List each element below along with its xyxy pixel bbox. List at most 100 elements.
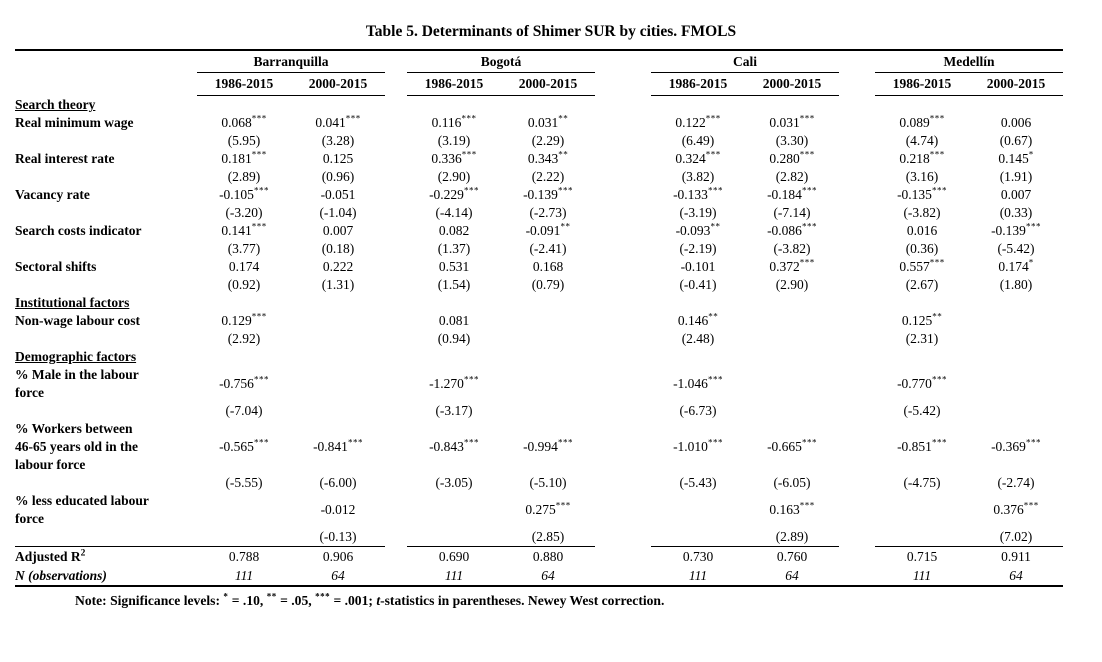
gap-cell: [839, 186, 875, 204]
significance-star: ***: [463, 374, 479, 385]
significance-star: ***: [461, 150, 477, 160]
significance-star: ***: [929, 150, 945, 160]
significance-star: ***: [931, 437, 947, 448]
coefficient-cell: -0.369***: [991, 437, 1041, 454]
coefficient-cell: -0.105***: [219, 186, 269, 202]
coefficient-cell: -0.051: [320, 187, 356, 202]
variable-label-spacer: [15, 528, 197, 547]
gap-cell: [385, 528, 407, 547]
city-header: Medellín: [875, 50, 1063, 73]
section-header-row: Demographic factors: [15, 348, 1063, 366]
coefficient-cell: -0.135***: [897, 186, 947, 202]
gap-cell: [839, 420, 875, 474]
gap-cell: [385, 150, 407, 168]
gap-cell: [839, 276, 875, 294]
tstat-cell: [651, 528, 745, 547]
tstat-cell: (-6.00): [319, 475, 357, 490]
city-header: Bogotá: [407, 50, 595, 73]
tstat-row: (-3.20) (-1.04) (-4.14) (-2.73) (-3.19) (-7.1…: [15, 204, 1063, 222]
coefficient-cell: -0.101: [680, 259, 716, 274]
significance-star: ***: [929, 114, 945, 124]
coefficient-cell: -1.270***: [429, 374, 479, 391]
gap-cell: [595, 528, 651, 547]
tstat-cell: (0.18): [321, 241, 355, 256]
footer-row: Adjusted R2 0.788 0.906 0.690 0.880 0.730 0.76…: [15, 546, 1063, 567]
coefficient-row: % Male in the labour force -0.756*** -1.270…: [15, 366, 1063, 402]
tstat-cell: (-3.19): [679, 205, 717, 220]
tstat-cell: (1.37): [437, 241, 471, 256]
coefficient-cell: 0.089***: [899, 114, 945, 130]
header-spacer: [15, 73, 197, 96]
significance-star: ***: [1023, 500, 1039, 511]
gap-cell: [385, 186, 407, 204]
coefficient-cell: 0.129***: [221, 312, 267, 328]
gap-cell: [595, 492, 651, 528]
footer-value-cell: 0.715: [875, 546, 969, 566]
coefficient-cell: 0.168: [532, 259, 564, 274]
gap-cell: [385, 73, 407, 96]
variable-label: % Workers between 46-65 years old in the l…: [15, 421, 138, 472]
significance-star: ***: [799, 114, 815, 124]
gap-cell: [839, 50, 875, 73]
section-header-text: Demographic factors: [15, 349, 137, 364]
gap-cell: [839, 150, 875, 168]
gap-cell: [839, 528, 875, 547]
footer-label: Adjusted R2: [15, 546, 197, 566]
tstat-cell: (2.82): [775, 169, 809, 184]
significance-star: ***: [707, 374, 723, 385]
tstat-cell: (7.02): [999, 529, 1033, 544]
footer-value-cell: 0.906: [291, 546, 385, 566]
tstat-cell: (2.85): [531, 529, 565, 544]
period-header: 1986-2015: [407, 72, 501, 96]
coefficient-cell: 0.174: [228, 259, 260, 274]
significance-star: ***: [931, 186, 947, 196]
period-header: 1986-2015: [875, 72, 969, 96]
gap-cell: [839, 330, 875, 348]
coefficient-cell: [501, 366, 595, 402]
period-header-row: 1986-2015 2000-2015 1986-2015 2000-2015 1986…: [15, 72, 1063, 96]
gap-cell: [839, 312, 875, 330]
gap-cell: [595, 276, 651, 294]
tstat-cell: (-5.10): [529, 475, 567, 490]
tstat-cell: (0.67): [999, 133, 1033, 148]
tstat-cell: (2.48): [681, 331, 715, 346]
gap-cell: [385, 114, 407, 132]
coefficient-cell: 0.082: [438, 223, 470, 238]
coefficient-cell: 0.376***: [993, 500, 1039, 517]
significance-star: *: [223, 591, 229, 602]
significance-star: ***: [253, 186, 269, 196]
significance-star: ***: [251, 312, 267, 322]
significance-star: ***: [345, 114, 361, 124]
footer-value-cell: 64: [1009, 567, 1023, 583]
coefficient-cell: [407, 492, 501, 528]
variable-label-spacer: [15, 204, 197, 222]
coefficient-cell: -0.139***: [523, 186, 573, 202]
tstat-cell: [407, 528, 501, 547]
significance-star: ***: [801, 222, 817, 232]
tstat-row: (-0.13) (2.85) (2.89) (7.02): [15, 528, 1063, 547]
gap-cell: [595, 547, 651, 567]
variable-label: Non-wage labour cost: [15, 313, 141, 328]
footer-label: N (observations): [15, 567, 107, 583]
tstat-row: (-5.55) (-6.00) (-3.05) (-5.10) (-5.43) (-6.0…: [15, 474, 1063, 492]
tstat-cell: (1.80): [999, 277, 1033, 292]
coefficient-cell: 0.007: [322, 223, 354, 238]
tstat-cell: (-2.41): [529, 241, 567, 256]
coefficient-cell: -0.091**: [525, 222, 571, 238]
coefficient-cell: [291, 312, 385, 330]
period-header: 2000-2015: [501, 72, 595, 96]
coefficient-row: Sectoral shifts 0.174 0.222 0.531 0.168 -0.10…: [15, 258, 1063, 276]
note-text: = .05,: [276, 593, 316, 608]
table-title: Table 5. Determinants of Shimer SUR by c…: [365, 23, 737, 40]
coefficient-cell: 0.031***: [769, 114, 815, 130]
gap-cell: [839, 73, 875, 96]
footer-value-cell: 0.730: [651, 546, 745, 566]
gap-cell: [839, 204, 875, 222]
significance-star: **: [266, 591, 277, 602]
table-header: Barranquilla Bogotá Cali Medellín 1986-2015 2…: [15, 50, 1063, 96]
footer-value-cell: 0.690: [407, 546, 501, 566]
gap-cell: [595, 366, 651, 402]
significance-star: ***: [463, 186, 479, 196]
note-text: -statistics in parentheses. Newey West c…: [380, 593, 665, 608]
coefficient-cell: -1.010***: [673, 437, 723, 454]
